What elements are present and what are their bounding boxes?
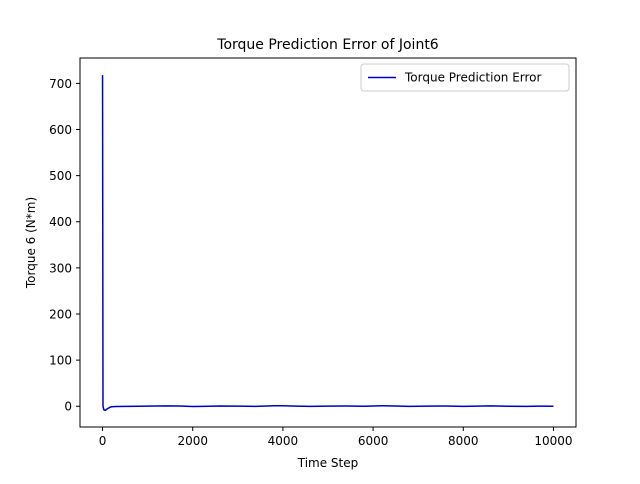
y-tick-label: 200 [49, 307, 72, 321]
x-tick-label: 10000 [534, 434, 572, 448]
x-tick-label: 6000 [358, 434, 389, 448]
y-tick-label: 600 [49, 123, 72, 137]
chart-title: Torque Prediction Error of Joint6 [216, 37, 439, 53]
legend: Torque Prediction Error [360, 63, 570, 92]
y-axis-label: Torque 6 (N*m) [24, 197, 38, 289]
legend-box [360, 63, 570, 92]
x-tick-label: 4000 [268, 434, 299, 448]
x-tick-label: 8000 [448, 434, 479, 448]
x-tick-label: 2000 [177, 434, 208, 448]
x-axis-label: Time Step [297, 456, 359, 470]
axes-frame [79, 57, 577, 428]
legend-label: Torque Prediction Error [404, 71, 542, 85]
y-tick-label: 0 [64, 400, 72, 414]
y-tick-label: 700 [49, 77, 72, 91]
plot-area [101, 75, 554, 412]
y-tick-label: 100 [49, 354, 72, 368]
x-tick-label: 0 [99, 434, 107, 448]
axis-ticks: 0 2000 4000 6000 8000 10000 0 100 200 300 400 500 60… [49, 77, 572, 448]
y-tick-label: 300 [49, 261, 72, 275]
y-tick-label: 500 [49, 169, 72, 183]
series-line-0 [101, 75, 554, 412]
y-tick-label: 400 [49, 215, 72, 229]
